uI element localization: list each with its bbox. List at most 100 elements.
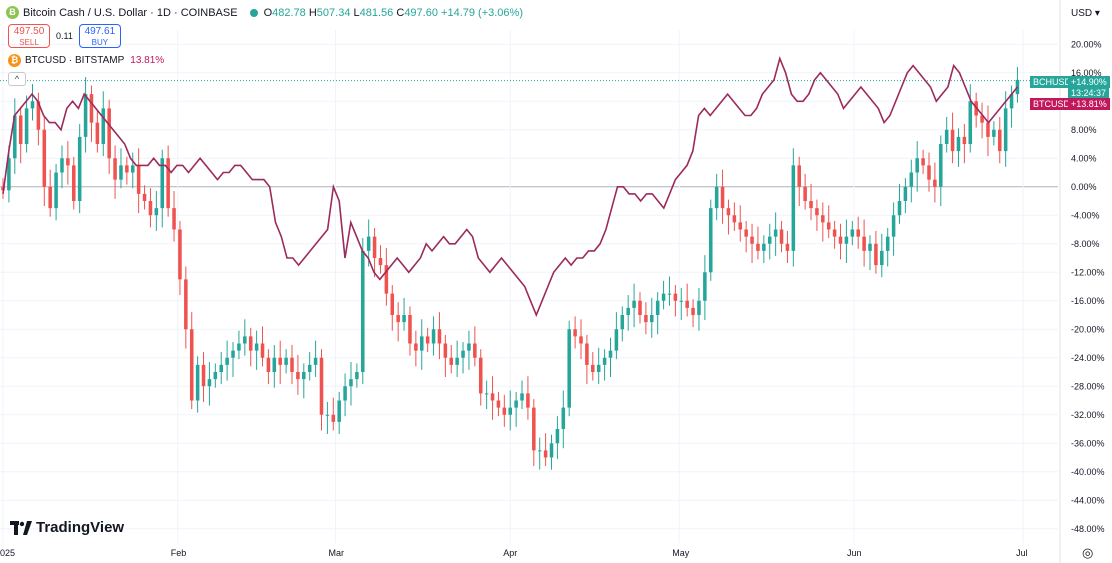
- buy-button[interactable]: 497.61 BUY: [78, 24, 121, 48]
- candle-body: [42, 129, 47, 187]
- candle-body: [24, 108, 29, 144]
- candle-body: [862, 236, 866, 251]
- candle-body: [231, 350, 235, 358]
- bch-symbol-tag: BCHUSD: [1030, 76, 1075, 88]
- candle-body: [201, 364, 206, 387]
- candle-body: [490, 393, 495, 401]
- candle-body: [620, 315, 625, 330]
- x-tick-label: Mar: [329, 548, 345, 558]
- trade-box: 497.50 SELL 0.11 497.61 BUY: [8, 24, 121, 48]
- candle-body: [166, 158, 170, 209]
- candle-body: [313, 357, 318, 365]
- candle-body: [508, 407, 512, 415]
- ohlc-values: O482.78 H507.34 L481.56 C497.60 +14.79 (…: [263, 6, 523, 19]
- candle-body: [266, 357, 271, 372]
- symbol-title[interactable]: Bitcoin Cash / U.S. Dollar · 1D · COINBA…: [23, 6, 238, 19]
- candle-body: [77, 136, 82, 201]
- candle-body: [537, 450, 542, 452]
- candle-body: [773, 229, 778, 237]
- candle-body: [921, 158, 925, 166]
- y-tick-label: 8.00%: [1071, 125, 1097, 135]
- countdown-tag: 13:24:37: [1068, 87, 1110, 99]
- candle-body: [596, 364, 601, 372]
- collapse-legend-button[interactable]: ^: [8, 72, 26, 86]
- candle-body: [302, 372, 306, 380]
- candle-body: [496, 400, 501, 408]
- candle-body: [762, 243, 766, 251]
- candle-body: [561, 407, 566, 429]
- candle-body: [72, 165, 76, 201]
- candle-body: [325, 414, 330, 416]
- candle-body: [767, 236, 772, 244]
- tradingview-logo[interactable]: TradingView: [10, 519, 124, 536]
- candle-body: [614, 329, 619, 351]
- candle-body: [732, 215, 737, 223]
- candle-body: [107, 108, 111, 159]
- x-tick-label: Jul: [1016, 548, 1028, 558]
- candle-body: [685, 300, 689, 308]
- candle-body: [543, 450, 548, 458]
- x-tick-label: 025: [0, 548, 15, 558]
- candle-body: [414, 343, 418, 351]
- candle-body: [60, 158, 64, 173]
- compare-symbol: BTCUSD · BITSTAMP: [25, 55, 125, 66]
- candle-body: [891, 215, 896, 237]
- spread-value: 0.11: [56, 31, 73, 41]
- x-tick-label: Apr: [503, 548, 517, 558]
- candle-body: [997, 129, 1002, 152]
- candle-body: [986, 122, 990, 137]
- candle-body: [455, 357, 459, 365]
- btc-coin-icon: ₿: [8, 54, 21, 67]
- candle-body: [355, 372, 359, 380]
- candle-body: [478, 357, 483, 394]
- candle-body: [514, 400, 518, 408]
- candle-body: [54, 172, 58, 209]
- tradingview-logo-icon: [10, 520, 32, 535]
- candle-body: [885, 236, 890, 251]
- candle-body: [968, 101, 973, 144]
- candle-body: [555, 429, 560, 444]
- candle-body: [738, 222, 743, 230]
- candle-body: [331, 414, 336, 422]
- y-tick-label: -32.00%: [1071, 410, 1105, 420]
- candle-body: [390, 293, 395, 315]
- candle-body: [243, 336, 247, 344]
- candle-body: [119, 165, 123, 180]
- candle-body: [939, 144, 943, 187]
- settings-icon[interactable]: ◎: [1082, 545, 1094, 560]
- candle-body: [83, 94, 88, 137]
- candle-body: [361, 250, 365, 372]
- y-tick-label: -44.00%: [1071, 495, 1105, 505]
- compare-legend[interactable]: ₿ BTCUSD · BITSTAMP 13.81%: [8, 54, 164, 67]
- candle-body: [874, 243, 878, 266]
- candle-body: [850, 229, 855, 237]
- y-tick-label: -20.00%: [1071, 324, 1105, 334]
- candle-body: [567, 329, 571, 408]
- chart-header: Ƀ Bitcoin Cash / U.S. Dollar · 1D · COIN…: [6, 6, 523, 19]
- candle-body: [962, 136, 967, 144]
- candle-body: [638, 300, 642, 315]
- candle-body: [602, 357, 607, 365]
- btcusd-compare-line: [2, 55, 1019, 318]
- x-tick-label: May: [672, 548, 690, 558]
- candle-body: [154, 208, 159, 216]
- candle-body: [278, 357, 282, 365]
- candle-body: [272, 357, 277, 372]
- candle-body: [756, 243, 760, 251]
- candle-body: [431, 329, 436, 344]
- candle-body: [720, 186, 725, 209]
- candle-body: [549, 443, 554, 458]
- price-change: +14.79 (+3.06%): [441, 6, 523, 19]
- sell-button[interactable]: 497.50 SELL: [8, 24, 50, 48]
- candle-body: [113, 158, 117, 180]
- candle-body: [956, 136, 961, 152]
- currency-selector[interactable]: USD ▾: [1071, 8, 1100, 19]
- candle-body: [142, 193, 147, 201]
- candle-body: [419, 336, 424, 351]
- y-tick-label: -36.00%: [1071, 438, 1105, 448]
- candle-body: [95, 122, 100, 144]
- candle-body: [691, 307, 695, 315]
- candle-body: [254, 343, 259, 351]
- candle-body: [219, 364, 223, 372]
